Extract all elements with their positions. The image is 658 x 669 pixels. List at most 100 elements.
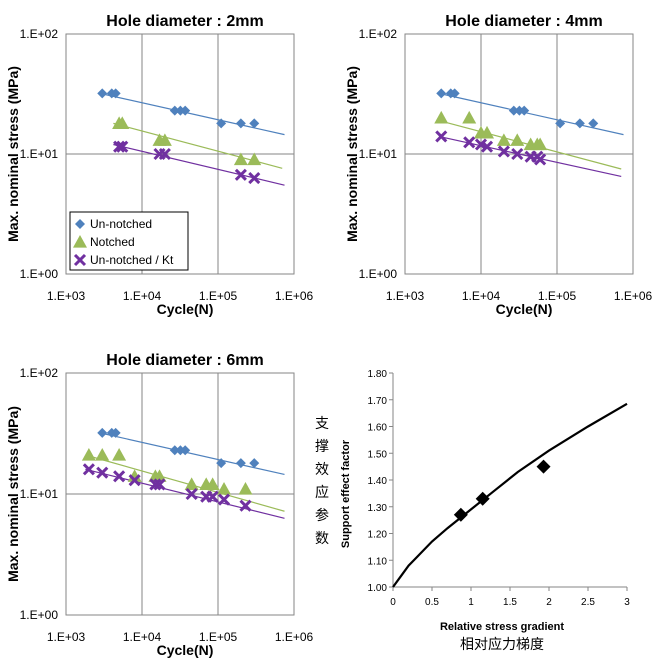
data-point-x — [206, 490, 219, 503]
data-point-x — [113, 470, 126, 483]
y-tick-label: 1.E+01 — [20, 487, 59, 501]
y-tick-label: 1.70 — [368, 396, 388, 407]
chart-panel-3: 1.E+03 1.E+04 1.E+05 1.E+06 1.E+00 1.E+01 1.E+… — [5, 352, 314, 658]
legend-marker-x — [73, 253, 87, 267]
x-axis-label: Cycle(N) — [496, 301, 553, 317]
data-point-x — [113, 140, 126, 153]
data-point-diamond — [97, 88, 108, 99]
x-tick-label: 1.E+05 — [199, 289, 238, 303]
fit-curve — [392, 402, 628, 588]
x-tick-label: 1.E+03 — [47, 289, 86, 303]
data-point-diamond — [169, 445, 180, 456]
data-point-x — [234, 168, 247, 181]
data-point-diamond — [555, 118, 566, 129]
y-tick-label: 1.E+00 — [359, 267, 398, 281]
y-tick-label: 1.50 — [368, 449, 388, 460]
data-point-x — [82, 463, 95, 476]
data-point-diamond — [475, 491, 490, 506]
x-tick-label: 0 — [390, 597, 396, 608]
y-axis-label: Support effect factor — [340, 439, 352, 548]
y-tick-label: 1.30 — [368, 503, 388, 514]
data-point-x — [480, 140, 494, 153]
y-axis-label-cn-char: 应 — [315, 484, 329, 501]
y-tick-label: 1.E+01 — [20, 147, 59, 161]
data-point-triangle — [247, 152, 262, 166]
data-point-x — [239, 499, 252, 512]
x-tick-label: 1.E+04 — [462, 289, 501, 303]
data-point-diamond — [536, 459, 551, 474]
x-tick-label: 1.E+05 — [199, 630, 238, 644]
data-point-x — [96, 466, 109, 479]
data-point-x — [217, 493, 231, 506]
legend: Un-notched Notched Un-notched / Kt — [69, 211, 189, 271]
data-point-x — [158, 147, 171, 161]
chart-panel-4: 1.00 1.10 1.20 1.30 1.40 1.50 1.60 1.70 1.80 0 0.5… — [315, 369, 630, 653]
y-tick-label: 1.80 — [368, 369, 388, 380]
data-point-diamond — [449, 88, 460, 99]
legend-marker-triangle — [73, 235, 87, 248]
x-tick-label: 2 — [546, 597, 552, 608]
y-axis-label-cn-char: 参 — [315, 507, 329, 524]
data-point-triangle — [217, 481, 232, 495]
data-point-x — [116, 140, 129, 153]
trendline-diamond — [99, 432, 285, 476]
x-tick-label: 1.E+06 — [275, 630, 314, 644]
legend-box — [69, 211, 189, 271]
data-point-triangle — [434, 110, 449, 124]
x-tick-label: 1.E+03 — [47, 630, 86, 644]
data-point-diamond — [436, 88, 447, 99]
data-point-triangle — [157, 133, 172, 146]
legend-label: Un-notched / Kt — [90, 253, 174, 267]
data-point-triangle — [95, 448, 110, 461]
data-point-diamond — [574, 118, 585, 129]
data-point-triangle — [205, 477, 220, 491]
y-tick-label: 1.E+02 — [20, 366, 59, 380]
y-axis-label-cn: 支撑效应参数 — [315, 416, 329, 547]
legend-label: Notched — [90, 235, 135, 249]
y-tick-label: 1.E+00 — [20, 608, 59, 622]
data-point-x — [149, 478, 162, 491]
data-point-diamond — [180, 105, 191, 116]
data-point-triangle — [184, 477, 199, 491]
data-point-diamond — [110, 427, 121, 438]
y-tick-label: 1.E+00 — [20, 267, 59, 281]
y-tick-label: 1.E+02 — [20, 27, 59, 41]
data-point-diamond — [97, 427, 108, 438]
x-tick-label: 1.E+06 — [275, 289, 314, 303]
data-point-diamond — [180, 445, 191, 456]
y-axis-label-cn-char: 效 — [315, 462, 329, 478]
x-axis-label: Relative stress gradient — [440, 621, 564, 633]
data-point-x — [463, 136, 476, 149]
x-tick-label: 1.E+03 — [386, 289, 425, 303]
data-point-diamond — [235, 118, 246, 129]
y-tick-label: 1.40 — [368, 476, 388, 487]
x-axis-label: Cycle(N) — [157, 642, 214, 658]
y-axis-label: Max. nominal stress (MPa) — [344, 66, 360, 242]
data-point-x — [248, 172, 261, 185]
y-axis-label-cn-char: 数 — [315, 531, 329, 547]
data-point-triangle — [496, 133, 511, 146]
data-point-triangle — [233, 152, 248, 166]
data-point-diamond — [110, 88, 121, 99]
data-point-diamond — [169, 105, 180, 116]
chart-title: Hole diameter : 2mm — [106, 13, 263, 30]
data-point-x — [185, 487, 198, 501]
data-point-x — [497, 145, 510, 158]
data-point-diamond — [249, 118, 260, 129]
x-tick-label: 1.5 — [503, 597, 517, 608]
data-point-x — [534, 153, 547, 166]
chart-panel-1: 1.E+03 1.E+04 1.E+05 1.E+06 1.E+00 1.E+01 1.E+… — [5, 13, 314, 317]
data-point-diamond — [235, 458, 246, 469]
x-tick-label: 0.5 — [425, 597, 439, 608]
legend-label: Un-notched — [90, 217, 152, 231]
data-point-triangle — [152, 469, 167, 482]
y-tick-label: 1.60 — [368, 423, 388, 434]
data-point-x — [153, 478, 166, 491]
data-point-x — [435, 130, 448, 143]
data-point-triangle — [462, 110, 477, 124]
chart-title: Hole diameter : 4mm — [445, 13, 602, 30]
data-point-triangle — [115, 116, 130, 129]
data-point-triangle — [238, 481, 253, 495]
data-point-triangle — [533, 137, 548, 151]
